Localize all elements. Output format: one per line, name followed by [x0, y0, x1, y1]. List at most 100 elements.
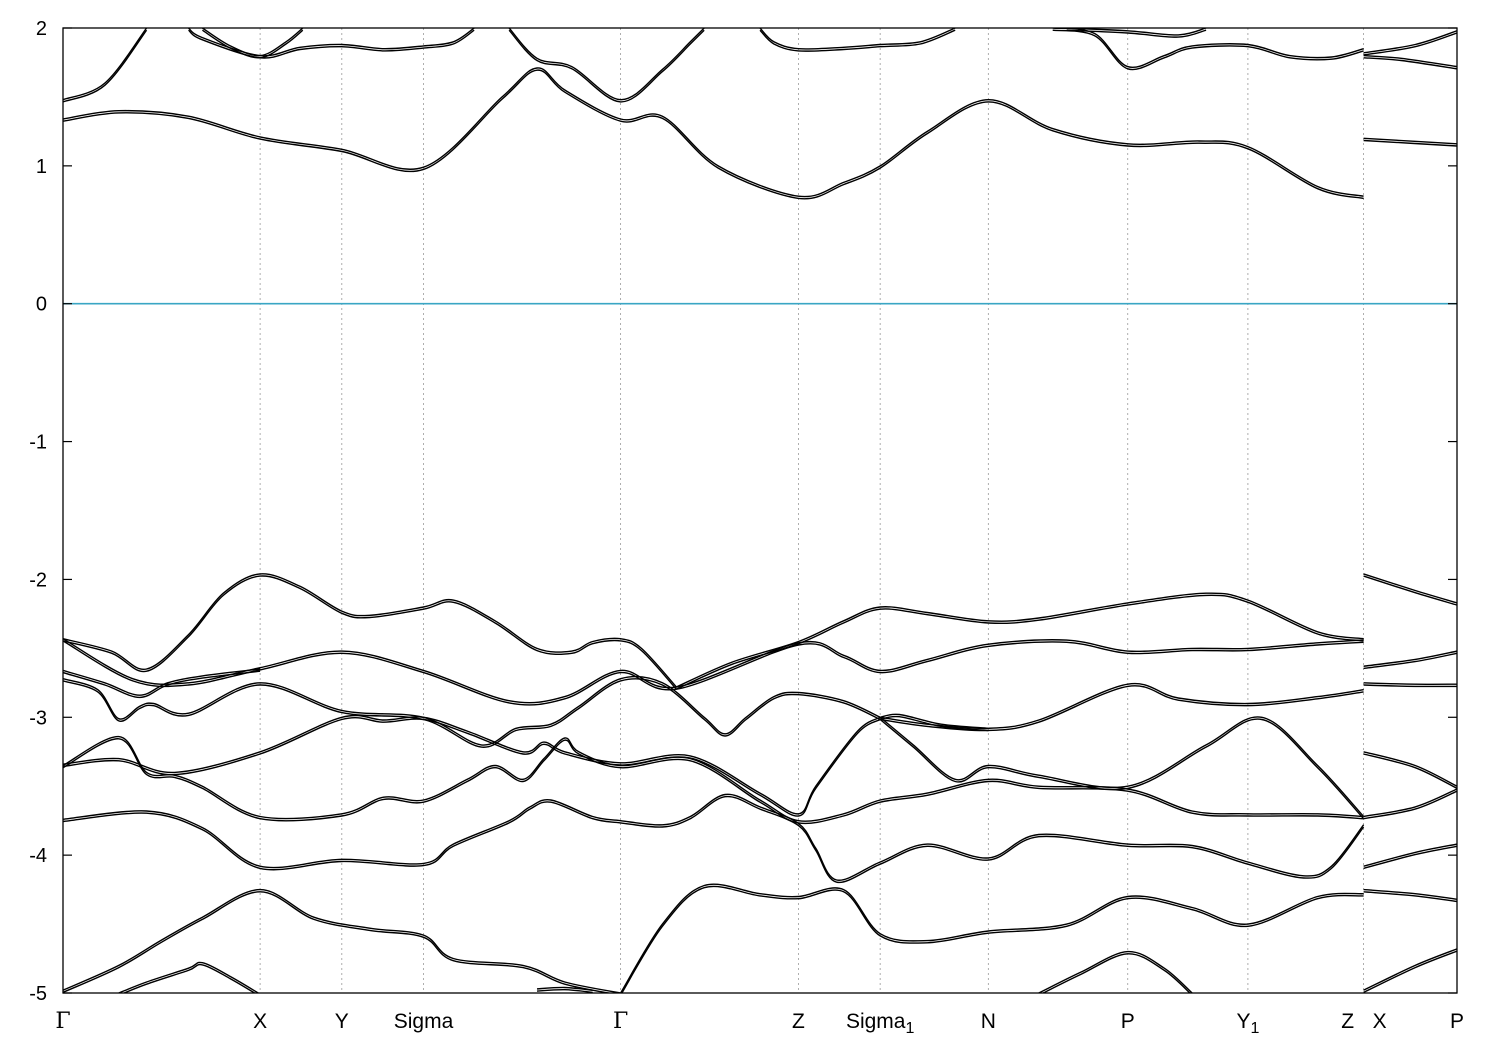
x-tick-label: Z [1341, 1010, 1354, 1033]
band-series [1363, 682, 1457, 688]
band-line-split [63, 738, 1364, 825]
band-series [620, 883, 1364, 993]
band-line-split [1363, 845, 1457, 870]
band-line [676, 592, 1364, 688]
band-line-split [202, 29, 304, 59]
band-line [508, 28, 705, 101]
x-tick-text: Sigma [846, 1010, 906, 1033]
x-axis: Γ X Y Sigma Γ Z Sigma1 N P Y1 Z X P [55, 1009, 1464, 1037]
band-series [508, 28, 705, 103]
band-line [1363, 30, 1457, 54]
band-line-split [536, 988, 593, 993]
band-line [1363, 650, 1457, 667]
band-series [202, 28, 304, 59]
band-series [759, 28, 956, 52]
x-tick-label: Γ [55, 1009, 70, 1034]
band-series [880, 713, 989, 732]
band-line-split [1066, 29, 1207, 38]
band-series [1038, 950, 1193, 993]
band-line [63, 668, 261, 696]
band-series [188, 28, 475, 59]
band-series [1363, 54, 1457, 70]
band-series [1363, 30, 1457, 56]
band-line-split [1052, 29, 1364, 71]
x-tick-text: P [1450, 1010, 1464, 1033]
band-line-split [759, 29, 956, 52]
x-tick-label: X [253, 1010, 267, 1033]
x-tick-subscript: 1 [1250, 1020, 1259, 1037]
x-tick-text: X [253, 1010, 267, 1033]
band-series [1363, 888, 1457, 903]
band-line [1363, 573, 1457, 604]
band-line-split [880, 715, 989, 732]
y-tick-label: -4 [29, 845, 47, 867]
band-line [536, 986, 593, 991]
band-series [63, 888, 621, 993]
band-series [879, 716, 1365, 820]
x-tick-label: X [1373, 1010, 1387, 1033]
band-line-split [63, 670, 261, 699]
band-line [202, 28, 304, 57]
band-line-split [676, 594, 1364, 690]
band-line [880, 682, 1364, 730]
y-tick-label: -2 [29, 569, 47, 591]
band-line [1052, 28, 1364, 69]
y-tick-label: 0 [36, 294, 47, 316]
band-line [63, 888, 621, 993]
band-series [63, 573, 677, 690]
band-line [759, 28, 956, 50]
band-line [620, 883, 1364, 993]
band-line [1363, 751, 1457, 787]
band-line [63, 573, 677, 688]
band-line-split [1363, 57, 1457, 70]
band-line-split [621, 885, 1364, 993]
x-tick-label: Y1 [1236, 1010, 1259, 1037]
band-line-split [63, 891, 613, 993]
y-axis: 2 1 0 -1 -2 -3 -4 -5 [29, 18, 1457, 1005]
band-line [1363, 682, 1457, 685]
band-line-split [1363, 684, 1457, 688]
band-series [63, 638, 1364, 706]
y-tick-label: 2 [36, 18, 47, 40]
band-series [1363, 843, 1457, 870]
y-tick-label: -1 [29, 432, 47, 454]
band-series [63, 793, 1365, 884]
band-line-split [1363, 575, 1457, 606]
x-tick-text: Z [792, 1010, 805, 1033]
band-line [188, 28, 475, 57]
band-line [879, 716, 1365, 817]
band-line-split [63, 678, 881, 748]
band-series [63, 675, 881, 748]
band-line-split [1363, 790, 1457, 820]
band-series [1066, 28, 1207, 38]
band-series [1363, 650, 1457, 670]
x-tick-label: Sigma1 [846, 1010, 915, 1037]
band-series [676, 592, 1364, 690]
band-series [880, 682, 1364, 732]
high-symmetry-grid [259, 28, 1365, 993]
band-series [1363, 573, 1457, 606]
band-line-split [1363, 753, 1457, 790]
band-series [1363, 137, 1457, 147]
band-line [63, 28, 148, 101]
band-line-split [1041, 953, 1191, 993]
x-tick-subscript: 1 [905, 1020, 914, 1037]
band-line [1363, 137, 1457, 145]
band-series [118, 961, 259, 993]
band-line-split [508, 29, 705, 103]
band-line-split [1363, 891, 1457, 903]
x-tick-label: N [981, 1010, 996, 1033]
band-line-split [880, 685, 1364, 732]
x-tick-text: X [1373, 1010, 1387, 1033]
band-line [1363, 843, 1457, 867]
x-tick-label: Sigma [394, 1010, 454, 1033]
band-line-split [63, 795, 1365, 884]
band-series [1363, 751, 1457, 790]
band-line [1363, 888, 1457, 900]
band-line [63, 675, 881, 746]
band-line-split [63, 29, 148, 103]
x-tick-label: Γ [613, 1009, 628, 1034]
y-tick-label: 1 [36, 156, 47, 178]
band-line-split [188, 29, 475, 59]
